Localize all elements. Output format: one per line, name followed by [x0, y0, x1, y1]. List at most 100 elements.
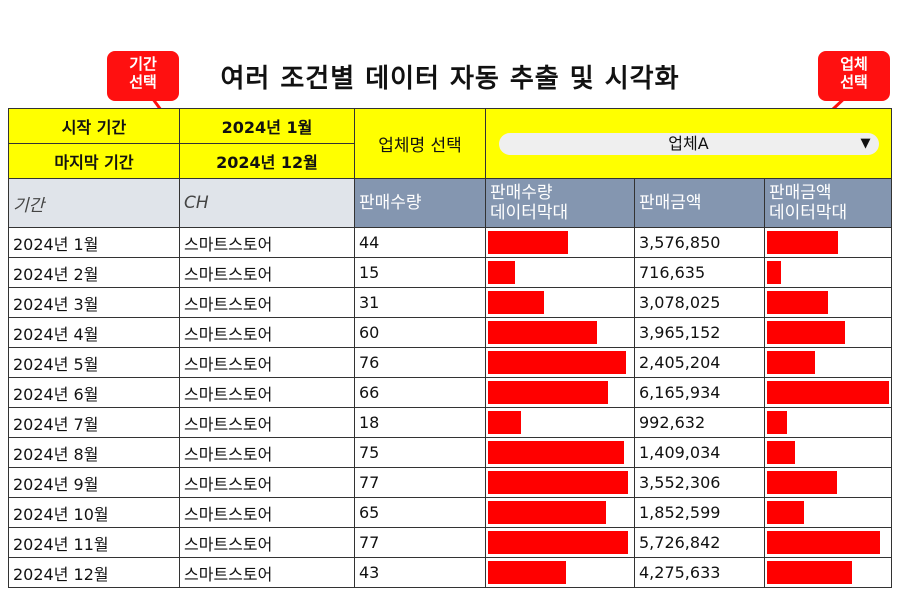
table-row: 2024년 10월 스마트스토어 65 1,852,599	[8, 497, 892, 528]
amount-bar-cell	[764, 377, 892, 408]
amount-data-bar	[767, 531, 880, 554]
amount-data-bar	[767, 231, 838, 254]
qty-data-bar	[488, 231, 568, 254]
qty-bar-cell	[485, 527, 635, 558]
qty-data-bar	[488, 291, 544, 314]
amount-cell: 3,552,306	[634, 467, 765, 498]
qty-bar-cell	[485, 287, 635, 318]
period-cell: 2024년 7월	[8, 407, 180, 438]
qty-data-bar	[488, 321, 597, 344]
header-qty-bar: 판매수량 데이터막대	[485, 178, 635, 228]
qty-cell: 44	[354, 227, 486, 258]
table-row: 2024년 6월 스마트스토어 66 6,165,934	[8, 377, 892, 408]
amount-data-bar	[767, 381, 889, 404]
page-title: 여러 조건별 데이터 자동 추출 및 시각화	[220, 64, 680, 94]
period-cell: 2024년 11월	[8, 527, 180, 558]
amount-cell: 1,409,034	[634, 437, 765, 468]
vendor-select-cell: 업체A ▼	[485, 108, 892, 179]
qty-data-bar	[488, 471, 628, 494]
amount-cell: 1,852,599	[634, 497, 765, 528]
qty-cell: 15	[354, 257, 486, 288]
qty-cell: 77	[354, 527, 486, 558]
channel-cell: 스마트스토어	[179, 527, 355, 558]
qty-bar-cell	[485, 497, 635, 528]
channel-cell: 스마트스토어	[179, 347, 355, 378]
qty-cell: 76	[354, 347, 486, 378]
vendor-dropdown-value: 업체A	[668, 133, 709, 153]
period-cell: 2024년 10월	[8, 497, 180, 528]
qty-data-bar	[488, 531, 628, 554]
header-period: 기간	[8, 178, 180, 228]
qty-bar-cell	[485, 347, 635, 378]
qty-data-bar	[488, 411, 521, 434]
channel-cell: 스마트스토어	[179, 557, 355, 588]
amount-bar-cell	[764, 287, 892, 318]
qty-cell: 66	[354, 377, 486, 408]
table-row: 2024년 12월 스마트스토어 43 4,275,633	[8, 557, 892, 588]
end-period-value[interactable]: 2024년 12월	[179, 143, 355, 179]
qty-cell: 75	[354, 437, 486, 468]
amount-data-bar	[767, 351, 815, 374]
amount-bar-cell	[764, 257, 892, 288]
header-amount-bar: 판매금액 데이터막대	[764, 178, 892, 228]
channel-cell: 스마트스토어	[179, 467, 355, 498]
qty-bar-cell	[485, 557, 635, 588]
amount-bar-cell	[764, 227, 892, 258]
amount-bar-cell	[764, 437, 892, 468]
vendor-dropdown[interactable]: 업체A ▼	[498, 132, 879, 155]
amount-bar-cell	[764, 557, 892, 588]
period-cell: 2024년 6월	[8, 377, 180, 408]
amount-data-bar	[767, 501, 804, 524]
qty-bar-cell	[485, 257, 635, 288]
channel-cell: 스마트스토어	[179, 407, 355, 438]
channel-cell: 스마트스토어	[179, 317, 355, 348]
period-cell: 2024년 9월	[8, 467, 180, 498]
table-row: 2024년 7월 스마트스토어 18 992,632	[8, 407, 892, 438]
table-row: 2024년 3월 스마트스토어 31 3,078,025	[8, 287, 892, 318]
qty-bar-cell	[485, 467, 635, 498]
period-callout-text: 기간 선택	[129, 55, 157, 91]
channel-cell: 스마트스토어	[179, 287, 355, 318]
qty-data-bar	[488, 261, 515, 284]
sales-table: 시작 기간 2024년 1월 업체명 선택 업체A ▼ 마지막 기간 2024년…	[8, 108, 892, 588]
qty-bar-cell	[485, 227, 635, 258]
period-select-callout: 기간 선택	[107, 51, 179, 101]
qty-cell: 65	[354, 497, 486, 528]
table-row: 2024년 9월 스마트스토어 77 3,552,306	[8, 467, 892, 498]
amount-cell: 3,965,152	[634, 317, 765, 348]
amount-data-bar	[767, 441, 795, 464]
amount-bar-cell	[764, 497, 892, 528]
amount-data-bar	[767, 261, 781, 284]
header-channel: CH	[179, 178, 355, 228]
period-cell: 2024년 8월	[8, 437, 180, 468]
period-cell: 2024년 4월	[8, 317, 180, 348]
qty-bar-cell	[485, 317, 635, 348]
vendor-select-label: 업체명 선택	[354, 108, 486, 179]
amount-cell: 5,726,842	[634, 527, 765, 558]
qty-bar-cell	[485, 377, 635, 408]
amount-cell: 2,405,204	[634, 347, 765, 378]
amount-cell: 3,078,025	[634, 287, 765, 318]
qty-cell: 18	[354, 407, 486, 438]
amount-cell: 4,275,633	[634, 557, 765, 588]
start-period-value[interactable]: 2024년 1월	[179, 108, 355, 144]
qty-data-bar	[488, 561, 566, 584]
end-period-label: 마지막 기간	[8, 143, 180, 179]
period-cell: 2024년 1월	[8, 227, 180, 258]
header-qty: 판매수량	[354, 178, 486, 228]
qty-bar-cell	[485, 437, 635, 468]
qty-data-bar	[488, 351, 626, 374]
channel-cell: 스마트스토어	[179, 257, 355, 288]
table-row: 2024년 4월 스마트스토어 60 3,965,152	[8, 317, 892, 348]
qty-data-bar	[488, 441, 624, 464]
channel-cell: 스마트스토어	[179, 227, 355, 258]
triangle-down-icon[interactable]: ▼	[860, 135, 871, 151]
period-cell: 2024년 2월	[8, 257, 180, 288]
header-amount: 판매금액	[634, 178, 765, 228]
amount-cell: 3,576,850	[634, 227, 765, 258]
vendor-select-callout: 업체 선택	[818, 51, 890, 101]
amount-cell: 992,632	[634, 407, 765, 438]
amount-data-bar	[767, 471, 837, 494]
table-row: 2024년 8월 스마트스토어 75 1,409,034	[8, 437, 892, 468]
table-row: 2024년 1월 스마트스토어 44 3,576,850	[8, 227, 892, 258]
